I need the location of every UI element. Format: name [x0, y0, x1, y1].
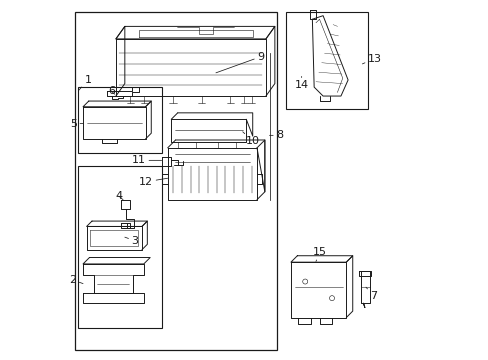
Text: 5: 5: [70, 118, 83, 129]
Text: 11: 11: [132, 156, 162, 165]
Text: 3: 3: [124, 236, 138, 246]
Text: 14: 14: [294, 76, 308, 90]
Bar: [285, 12, 367, 109]
Text: 8: 8: [269, 130, 283, 140]
Text: 15: 15: [312, 247, 326, 261]
Text: 7: 7: [365, 287, 377, 301]
Text: 9: 9: [216, 52, 264, 73]
Text: 12: 12: [139, 177, 167, 187]
Text: 4: 4: [115, 191, 123, 201]
Text: 2: 2: [69, 275, 83, 285]
Bar: [78, 87, 162, 153]
Text: 13: 13: [362, 54, 381, 64]
Bar: [78, 166, 162, 328]
Text: 1: 1: [78, 75, 91, 91]
Text: 10: 10: [242, 132, 260, 147]
Text: 6: 6: [108, 86, 115, 96]
Bar: [75, 12, 276, 350]
